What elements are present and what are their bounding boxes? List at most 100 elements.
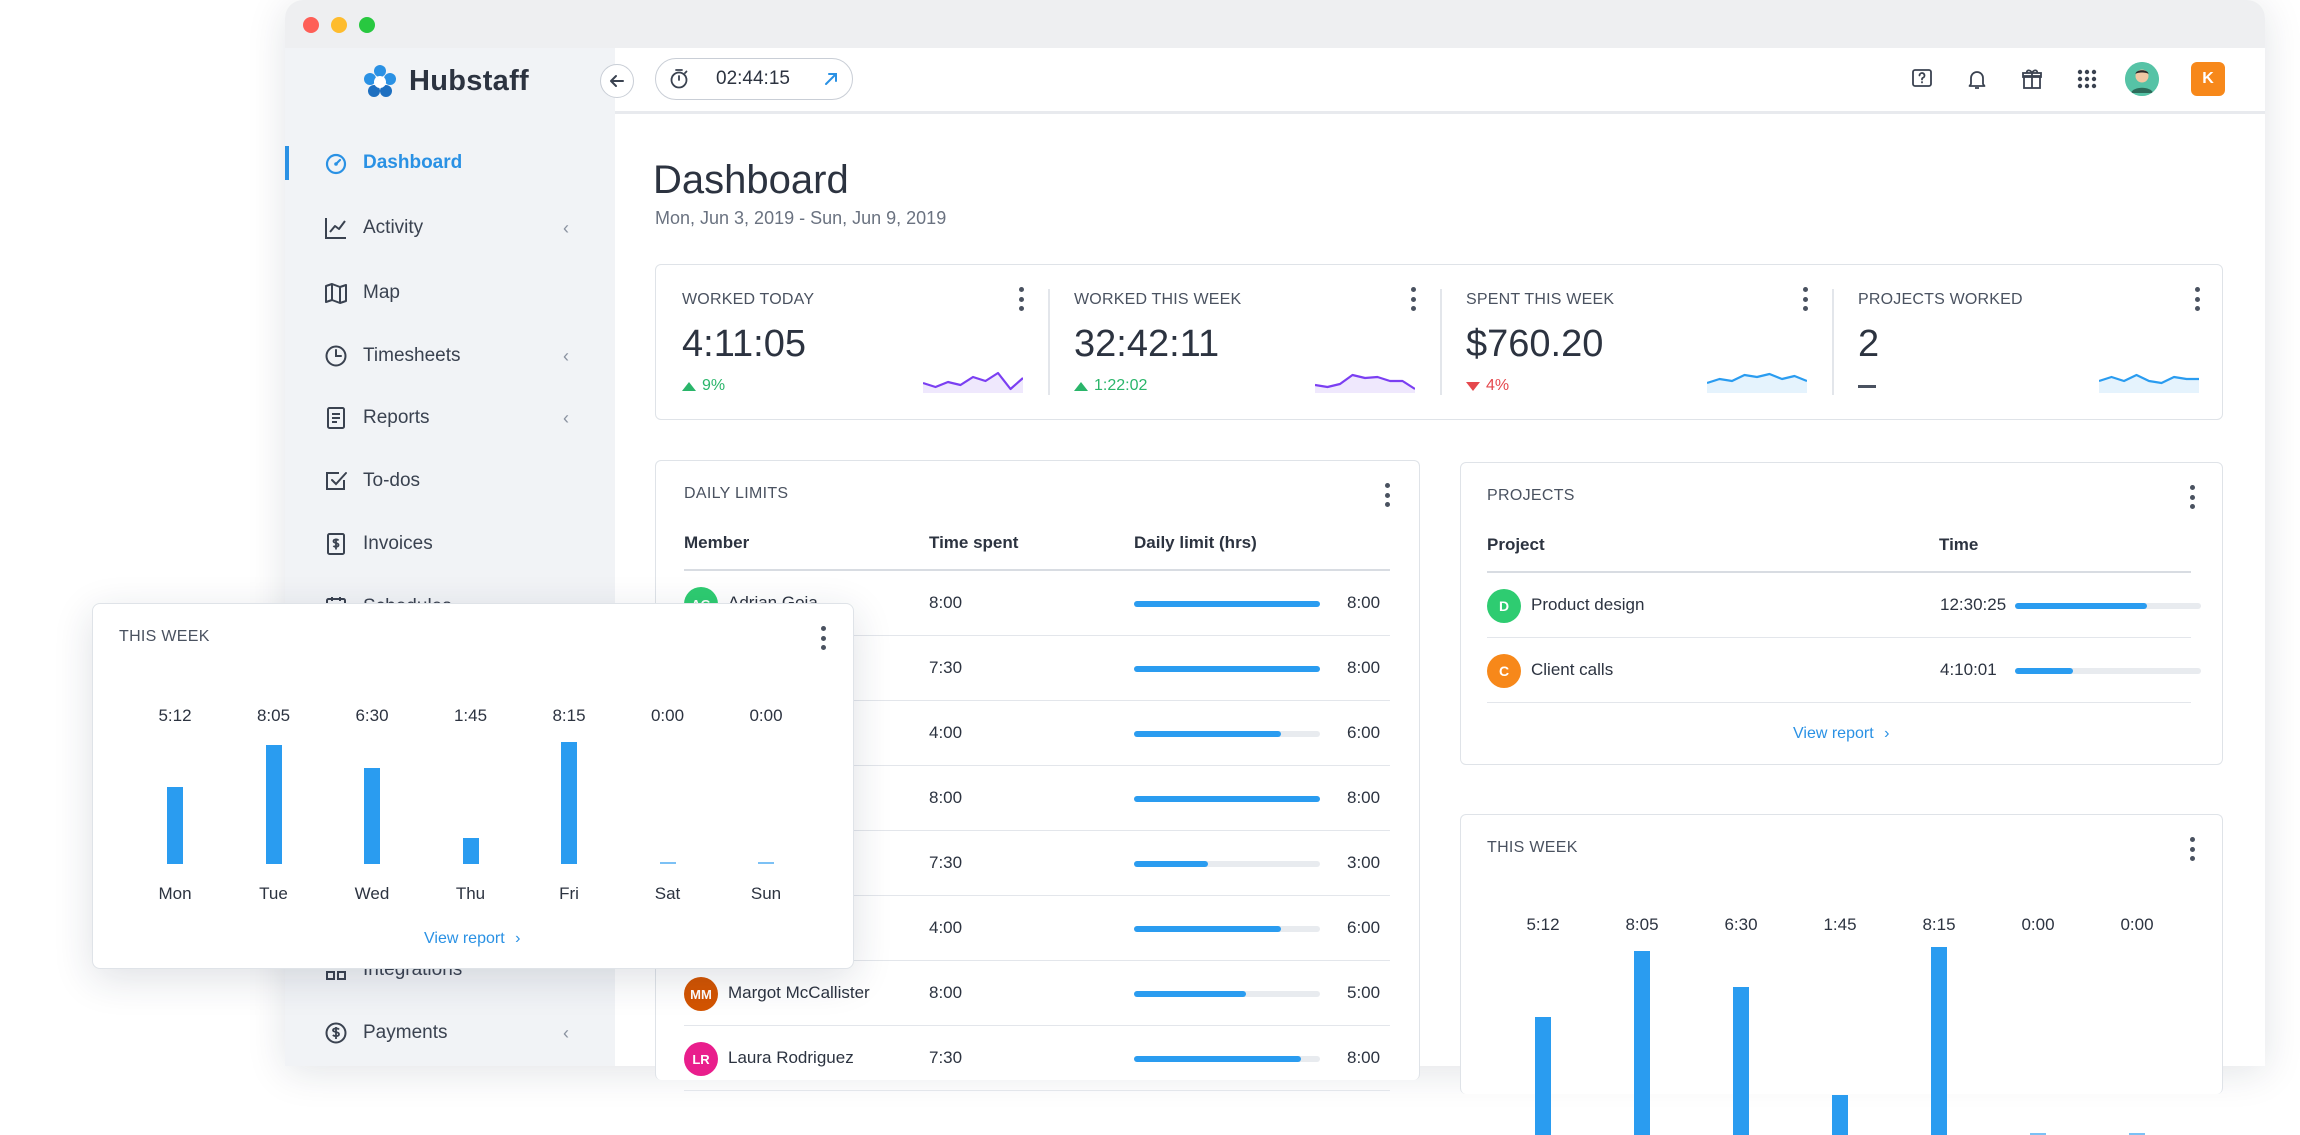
time-spent: 4:00 — [929, 723, 963, 742]
chevron-left-icon[interactable]: ‹ — [563, 345, 569, 366]
stat-label: PROJECTS WORKED — [1858, 291, 2023, 308]
sidebar-item-timesheets[interactable]: Timesheets ‹ — [285, 333, 615, 379]
bar-wed[interactable] — [364, 768, 380, 864]
limit-progress-fill — [1134, 1056, 1302, 1062]
column-header-daily-limit[interactable]: Daily limit (hrs) — [1134, 533, 1257, 552]
close-window-button[interactable] — [303, 17, 319, 33]
projects-menu-icon[interactable] — [2189, 485, 2195, 509]
maximize-window-button[interactable] — [359, 17, 375, 33]
sidebar-item-activity[interactable]: Activity ‹ — [285, 205, 615, 251]
notifications-bell-icon[interactable] — [1962, 64, 1992, 94]
daily-limit: 3:00 — [1347, 853, 1381, 872]
stat-value: 2 — [1858, 323, 1880, 365]
table-row[interactable]: MM Margot McCallister 8:00 5:00 — [684, 961, 1390, 1026]
table-row[interactable]: 8:00 8:00 — [684, 766, 1390, 831]
bar-tue[interactable] — [1634, 951, 1650, 1135]
daily-limits-menu-icon[interactable] — [1384, 483, 1390, 507]
this-week-menu-icon[interactable] — [2189, 837, 2195, 861]
table-row[interactable]: D Product design 12:30:25 — [1487, 573, 2201, 638]
sidebar-item-payments[interactable]: Payments ‹ — [285, 1010, 615, 1056]
dollar-icon — [323, 1020, 349, 1046]
chevron-left-icon[interactable]: ‹ — [563, 217, 569, 238]
bar-mon[interactable] — [167, 787, 183, 864]
arrow-left-icon — [610, 75, 624, 87]
table-row[interactable]: C Client calls 4:10:01 — [1487, 638, 2201, 703]
sidebar-item-to-dos[interactable]: To-dos — [285, 458, 615, 504]
project-name[interactable]: Product design — [1531, 595, 1645, 614]
this-week-title: THIS WEEK — [1487, 839, 1578, 856]
open-external-icon[interactable] — [823, 71, 839, 87]
project-name[interactable]: Client calls — [1531, 660, 1614, 679]
sidebar-item-map[interactable]: Map — [285, 270, 615, 316]
bar-fri[interactable] — [1931, 947, 1947, 1135]
bar-fri[interactable] — [561, 742, 577, 864]
bar-sat[interactable] — [659, 862, 676, 864]
floating-view-report-link[interactable]: View report › — [424, 930, 520, 948]
bar-value-label: 5:12 — [1526, 915, 1560, 934]
stat-menu-icon[interactable] — [1410, 287, 1416, 311]
project-time: 4:10:01 — [1940, 660, 1997, 679]
sparkline — [923, 371, 1023, 393]
minimize-window-button[interactable] — [331, 17, 347, 33]
sidebar-item-dashboard[interactable]: Dashboard — [285, 140, 615, 186]
table-row[interactable]: 4:00 6:00 — [684, 896, 1390, 961]
sidebar-item-reports[interactable]: Reports ‹ — [285, 395, 615, 441]
table-row[interactable]: 7:30 3:00 — [684, 831, 1390, 896]
projects-view-report-link[interactable]: View report › — [1793, 725, 1889, 743]
time-tracker[interactable]: 02:44:15 — [655, 58, 853, 100]
help-icon[interactable] — [1907, 64, 1937, 94]
stat-divider — [1440, 289, 1442, 395]
stat-menu-icon[interactable] — [1802, 287, 1808, 311]
project-progress-bar — [2015, 668, 2201, 674]
limit-progress-bar — [1134, 601, 1320, 607]
report-icon — [323, 405, 349, 431]
column-header-time-spent[interactable]: Time spent — [929, 533, 1019, 552]
app-logo[interactable]: Hubstaff — [363, 64, 529, 98]
table-row[interactable]: 4:00 6:00 — [684, 701, 1390, 766]
chevron-left-icon[interactable]: ‹ — [563, 1022, 569, 1043]
column-header-project[interactable]: Project — [1487, 535, 1545, 554]
daily-limit: 8:00 — [1347, 658, 1381, 677]
table-row[interactable]: LR Laura Rodriguez 7:30 8:00 — [684, 1026, 1390, 1091]
gift-icon[interactable] — [2017, 64, 2047, 94]
bar-value-label: 0:00 — [2120, 915, 2154, 934]
bar-value-label: 0:00 — [2021, 915, 2055, 934]
stat-value: 4:11:05 — [682, 323, 806, 365]
top-bar — [615, 48, 2265, 114]
daily-limit: 5:00 — [1347, 983, 1381, 1002]
chevron-right-icon: › — [1884, 725, 1890, 742]
chevron-left-icon[interactable]: ‹ — [563, 407, 569, 428]
collapse-sidebar-button[interactable] — [600, 64, 634, 98]
column-header-member[interactable]: Member — [684, 533, 750, 552]
bar-mon[interactable] — [1535, 1017, 1551, 1135]
bar-sun[interactable] — [758, 862, 774, 864]
this-week-card: THIS WEEK 5:12 8:05 6:30 1:45 8:15 0:00 0:00 — [1460, 814, 2223, 1135]
organization-badge[interactable]: K — [2191, 62, 2225, 96]
bar-wed[interactable] — [1733, 987, 1749, 1135]
apps-grid-icon[interactable] — [2072, 64, 2102, 94]
bar-thu[interactable] — [1832, 1095, 1848, 1135]
sidebar-item-label: Dashboard — [363, 152, 463, 173]
sidebar-item-invoices[interactable]: Invoices — [285, 521, 615, 567]
limit-progress-bar — [1134, 926, 1320, 932]
bar-value-label: 1:45 — [453, 706, 488, 725]
stat-delta-value: 4% — [1486, 377, 1510, 394]
stat-delta: 1:22:02 — [1074, 377, 1147, 395]
triangle-up-icon — [682, 381, 696, 391]
stats-summary-card: WORKED TODAY 4:11:05 9% WORKED THIS WEEK 32:… — [655, 264, 2223, 420]
time-spent: 4:00 — [929, 918, 963, 937]
stopwatch-icon — [670, 69, 688, 89]
bar-tue[interactable] — [265, 745, 282, 864]
bar-thu[interactable] — [462, 838, 479, 864]
floating-this-week-title: THIS WEEK — [119, 628, 210, 645]
table-row[interactable]: 7:30 8:00 — [684, 636, 1390, 701]
stat-menu-icon[interactable] — [1018, 287, 1024, 311]
floating-this-week-menu-icon[interactable] — [820, 626, 826, 650]
project-progress-fill — [2015, 603, 2148, 609]
column-header-time[interactable]: Time — [1939, 535, 1979, 554]
stat-menu-icon[interactable] — [2194, 287, 2200, 311]
invoice-icon — [323, 531, 349, 557]
project-time: 12:30:25 — [1940, 595, 2007, 614]
stat-delta-value: 9% — [702, 377, 726, 394]
user-avatar[interactable] — [2125, 62, 2159, 96]
